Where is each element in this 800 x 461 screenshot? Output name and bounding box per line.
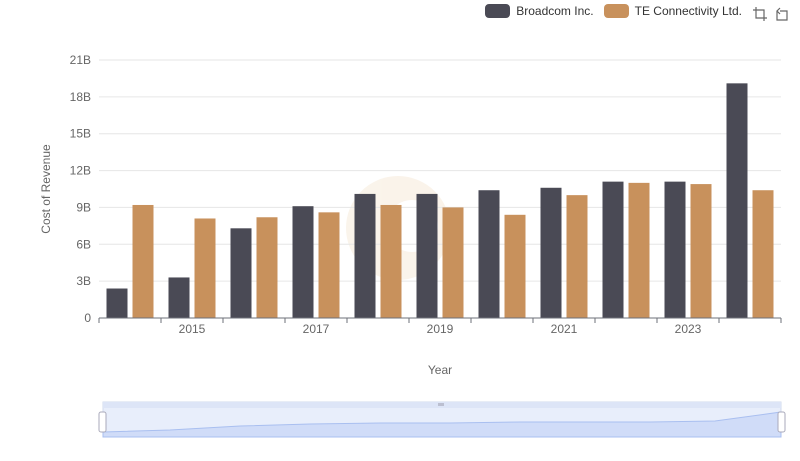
x-axis-title: Year xyxy=(428,363,452,377)
legend-item-te-connectivity[interactable]: TE Connectivity Ltd. xyxy=(603,4,742,18)
y-tick-label: 21B xyxy=(70,53,91,67)
y-tick-label: 15B xyxy=(70,127,91,141)
legend-item-broadcom[interactable]: Broadcom Inc. xyxy=(485,4,594,18)
data-zoom-grip-icon[interactable] xyxy=(438,403,444,406)
y-tick-label: 3B xyxy=(76,274,91,288)
data-zoom-slider[interactable] xyxy=(98,401,786,438)
x-tick-label: 2017 xyxy=(303,322,330,336)
data-zoom-preview-line xyxy=(102,411,782,438)
y-tick-label: 6B xyxy=(76,237,91,251)
bar-te-connectivity[interactable] xyxy=(690,184,712,318)
bar-broadcom[interactable] xyxy=(540,187,562,318)
bar-broadcom[interactable] xyxy=(168,277,190,318)
bar-broadcom[interactable] xyxy=(106,288,128,318)
bar-te-connectivity[interactable] xyxy=(442,207,464,318)
bar-broadcom[interactable] xyxy=(416,193,438,318)
x-tick-label: 2021 xyxy=(551,322,578,336)
bar-te-connectivity[interactable] xyxy=(504,214,526,318)
bar-broadcom[interactable] xyxy=(726,83,748,318)
data-zoom-top-bar[interactable] xyxy=(103,402,781,408)
bar-te-connectivity[interactable] xyxy=(566,195,588,318)
bar-broadcom[interactable] xyxy=(478,190,500,318)
bar-broadcom[interactable] xyxy=(664,181,686,318)
y-tick-label: 12B xyxy=(70,164,91,178)
zoom-icon[interactable] xyxy=(752,6,768,22)
legend-label-broadcom: Broadcom Inc. xyxy=(516,4,594,18)
legend: Broadcom Inc. TE Connectivity Ltd. xyxy=(485,4,742,18)
bar-te-connectivity[interactable] xyxy=(380,204,402,318)
bar-te-connectivity[interactable] xyxy=(194,218,216,318)
y-axis: 0 3B 6B 9B 12B 15B 18B 21B xyxy=(70,53,92,325)
bar-te-connectivity[interactable] xyxy=(752,190,774,318)
bar-te-connectivity[interactable] xyxy=(256,217,278,318)
restore-icon[interactable] xyxy=(774,6,790,22)
x-tick-label: 2015 xyxy=(179,322,206,336)
bar-broadcom[interactable] xyxy=(292,206,314,318)
legend-label-te-connectivity: TE Connectivity Ltd. xyxy=(634,4,742,18)
toolbox xyxy=(752,6,790,22)
bar-broadcom[interactable] xyxy=(354,193,376,318)
y-axis-title: Cost of Revenue xyxy=(39,144,53,234)
x-tick-label: 2019 xyxy=(427,322,454,336)
data-zoom-handle-left[interactable] xyxy=(98,411,107,433)
bars xyxy=(106,83,774,318)
legend-swatch-te-connectivity xyxy=(603,4,629,18)
x-tick-label: 2023 xyxy=(675,322,702,336)
bar-te-connectivity[interactable] xyxy=(628,182,650,318)
bar-te-connectivity[interactable] xyxy=(318,212,340,318)
bar-broadcom[interactable] xyxy=(602,181,624,318)
legend-swatch-broadcom xyxy=(485,4,511,18)
y-tick-label: 18B xyxy=(70,90,91,104)
y-tick-label: 9B xyxy=(76,200,91,214)
data-zoom-handle-right[interactable] xyxy=(777,411,786,433)
bar-te-connectivity[interactable] xyxy=(132,204,154,318)
bar-broadcom[interactable] xyxy=(230,228,252,318)
y-tick-label: 0 xyxy=(84,311,91,325)
x-axis: 2015 2017 2019 2021 2023 xyxy=(98,317,782,336)
